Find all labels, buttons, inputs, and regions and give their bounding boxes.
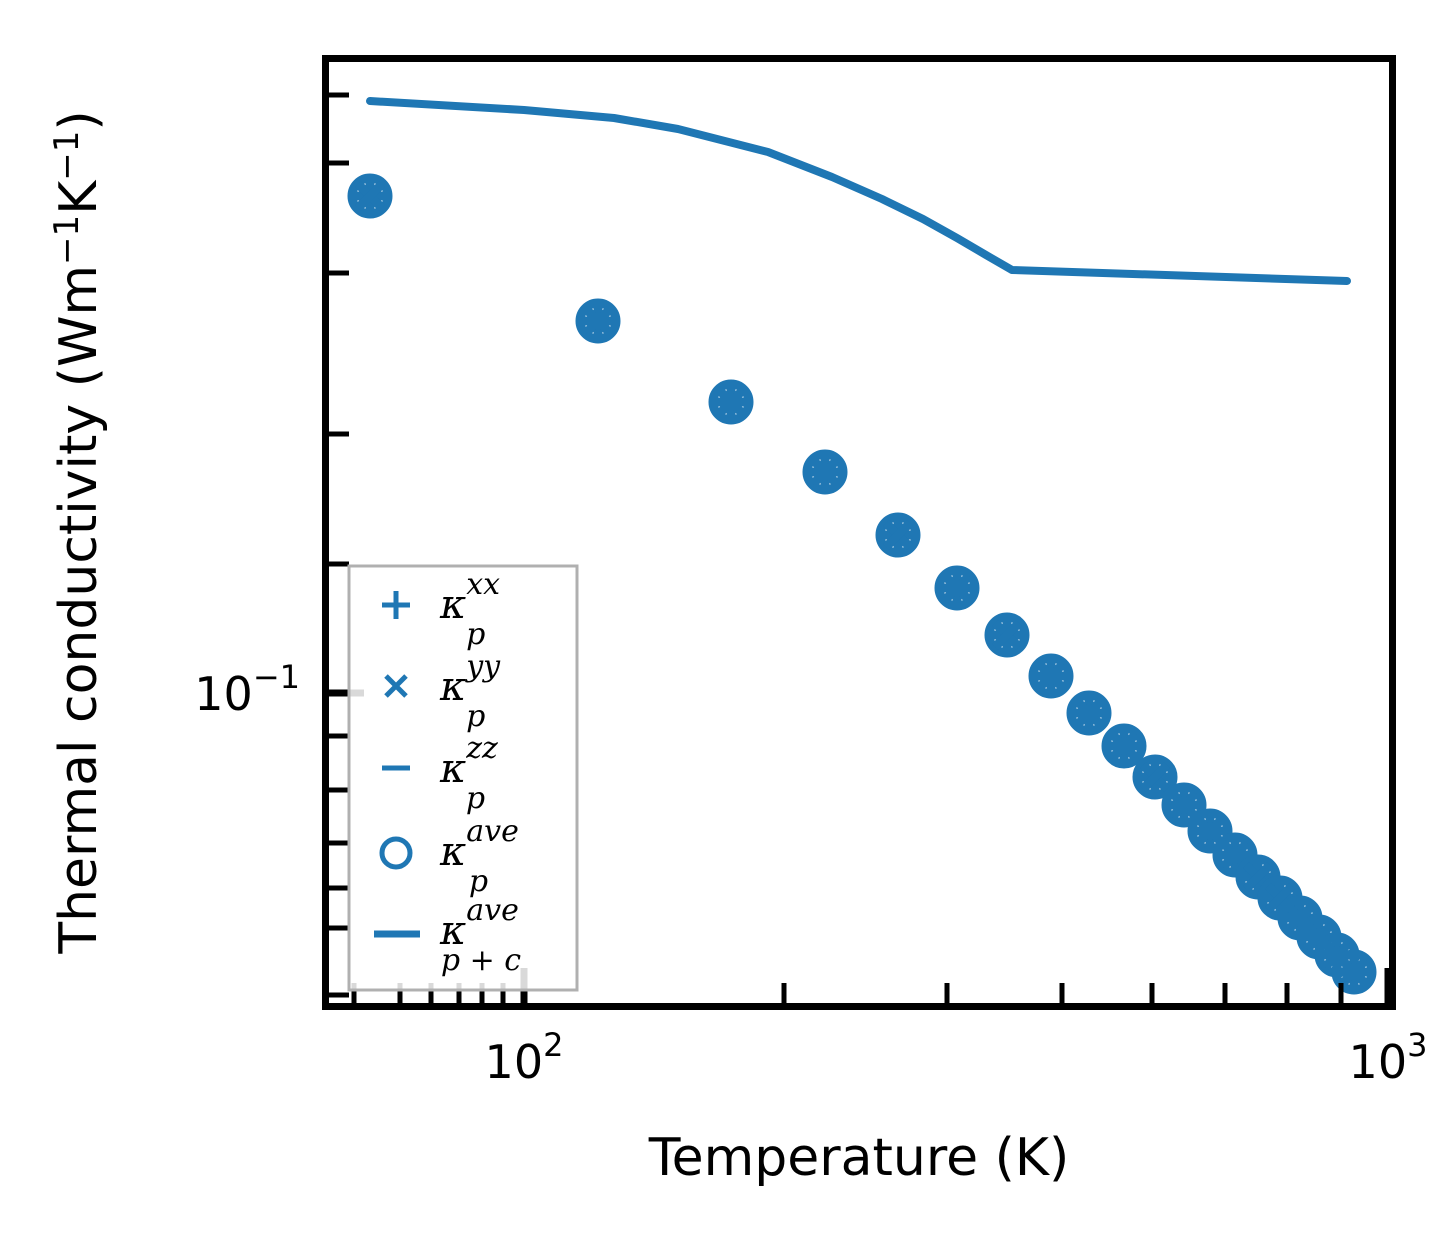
data-point: [1106, 728, 1142, 764]
svg-text:102: 102: [485, 1026, 564, 1089]
x-tick-label-1e2: 102: [485, 1026, 564, 1089]
data-point: [1071, 695, 1107, 731]
data-point: [352, 178, 388, 214]
y-axis-label: Thermal conductivity (Wm−1K−1): [47, 110, 109, 954]
data-point: [939, 570, 975, 606]
legend-label-1: κyy p: [439, 649, 501, 734]
data-point: [1033, 658, 1069, 694]
x-tick-exponent-1: 3: [1407, 1026, 1427, 1064]
cross-marker: [384, 674, 408, 698]
plus-marker: [382, 591, 410, 619]
series-line-kappa-p-plus-c-ave: [366, 97, 1351, 285]
legend-label-2: κzz p: [439, 731, 498, 816]
legend-label-0: κxx p: [439, 567, 500, 652]
legend-box: [347, 564, 579, 992]
legend-entry-kappa-p-plus-c-ave[interactable]: κave p + c: [374, 893, 521, 978]
circle-marker: [379, 836, 413, 870]
x-tick-exponent-0: 2: [543, 1026, 563, 1064]
legend-label-3: κave p: [439, 814, 519, 899]
data-point: [989, 617, 1025, 653]
x-tick-mantissa-1: 10: [1349, 1035, 1408, 1089]
axes-spines: [322, 55, 1396, 1010]
data-point: [580, 303, 616, 339]
svg-text:10−1: 10−1: [194, 658, 300, 721]
y-tick-exponent-0: −1: [253, 658, 300, 696]
x-tick-mantissa-0: 10: [485, 1035, 544, 1089]
x-axis-label: Temperature (K): [648, 1128, 1070, 1188]
y-tick-mantissa-0: 10: [194, 667, 253, 721]
y-tick-label-1e-1: 10−1: [194, 658, 300, 721]
legend: κxx p κyy p κzz p: [347, 564, 579, 992]
legend-entry-kappa-p-xx[interactable]: κxx p: [382, 567, 500, 652]
data-point: [713, 384, 749, 420]
legend-entry-kappa-p-yy[interactable]: κyy p: [384, 649, 501, 734]
x-tick-label-1e3: 103: [1349, 1026, 1428, 1089]
data-point: [807, 454, 843, 490]
data-point: [880, 517, 916, 553]
svg-text:103: 103: [1349, 1026, 1428, 1089]
legend-entry-kappa-p-ave[interactable]: κave p: [379, 814, 519, 899]
legend-entry-kappa-p-zz[interactable]: κzz p: [382, 731, 498, 816]
legend-label-4: κave p + c: [439, 893, 521, 978]
